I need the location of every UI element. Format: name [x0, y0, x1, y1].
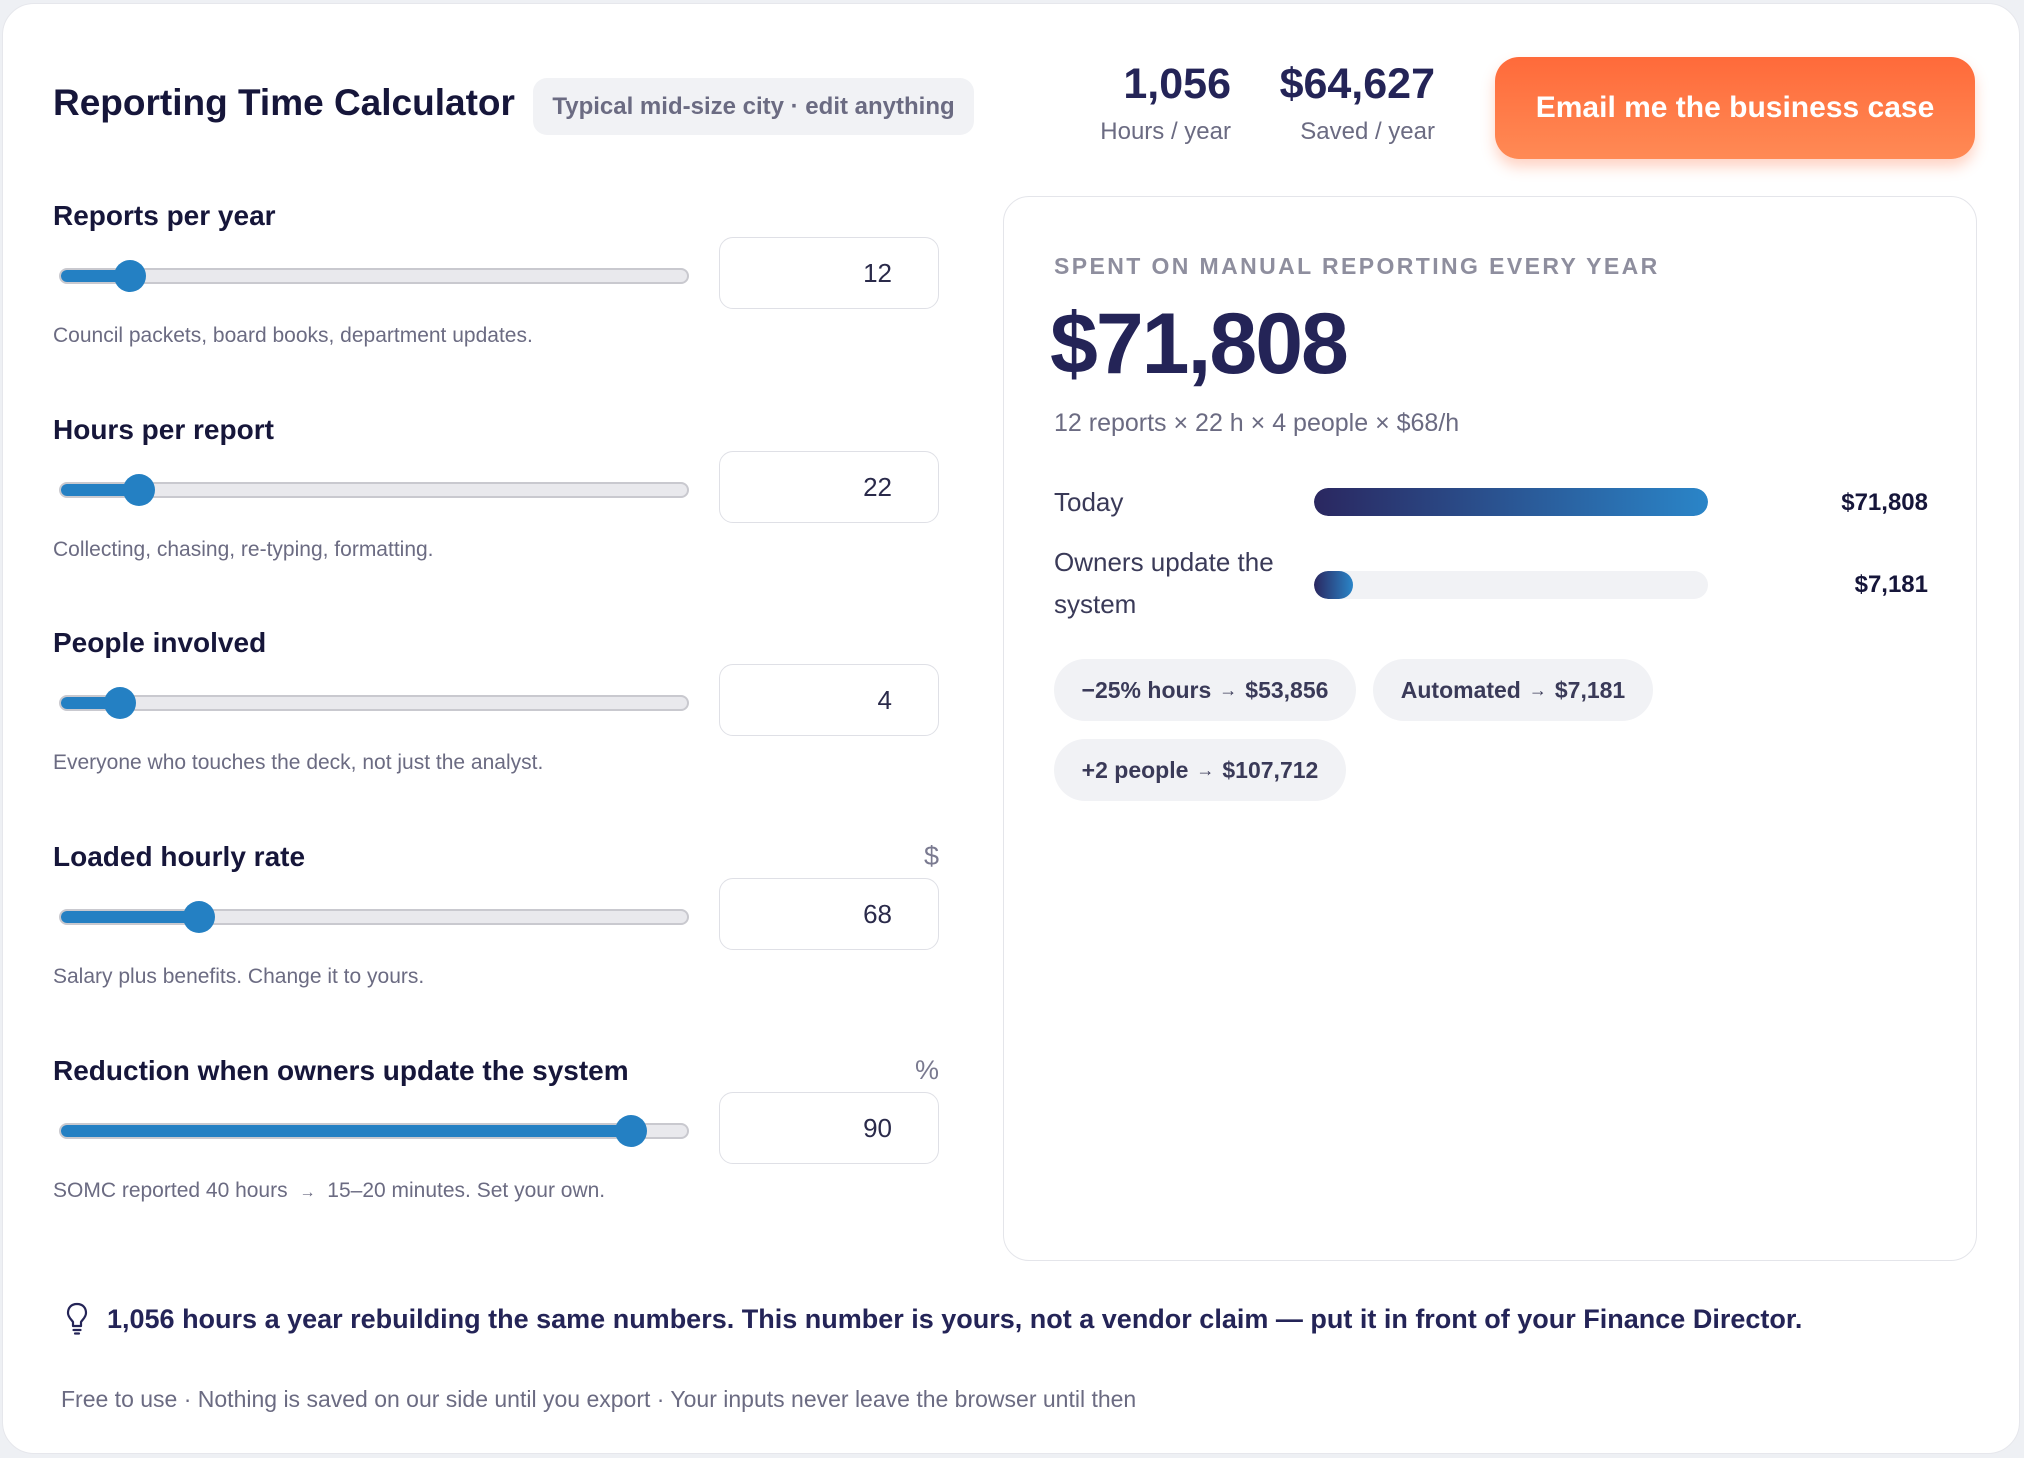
arrow-right-icon: → — [1219, 679, 1238, 700]
bar-label-owners-update: Owners update the system — [1054, 547, 1274, 619]
loaded-hourly-rate-input[interactable] — [719, 878, 939, 950]
field-help: Council packets, board books, department… — [53, 324, 533, 347]
hours-per-report-input[interactable] — [719, 451, 939, 523]
bar-value-owners-update: $7,181 — [1854, 571, 1928, 598]
insight-callout: 1,056 hours a year rebuilding the same n… — [65, 1302, 1802, 1336]
field-help: Collecting, chasing, re-typing, formatti… — [53, 538, 434, 561]
saved-per-year-label: Saved / year — [1300, 118, 1435, 145]
field-label: People involved — [53, 627, 267, 658]
privacy-footnote: Free to use · Nothing is saved on our si… — [61, 1386, 1137, 1412]
help-after: 15–20 minutes. Set your own. — [327, 1179, 606, 1202]
slider-thumb[interactable] — [614, 1115, 647, 1147]
slider-fill — [61, 911, 199, 923]
bar-value-today: $71,808 — [1841, 489, 1928, 516]
bar-owners-update — [1314, 571, 1708, 599]
scenario-more-people-pill[interactable]: +2 people → $107,712 — [1054, 739, 1346, 801]
slider-thumb[interactable] — [104, 687, 137, 719]
pill-label: +2 people — [1081, 756, 1189, 783]
hours-per-report-slider[interactable] — [59, 474, 689, 506]
percent-unit: % — [914, 1055, 939, 1085]
reduction-field: Reduction when owners update the system … — [53, 1055, 939, 1255]
hours-per-year-label: Hours / year — [1100, 118, 1231, 145]
bar-today — [1314, 488, 1708, 516]
pill-value: $53,856 — [1245, 676, 1329, 703]
arrow-right-icon: → — [1528, 679, 1547, 700]
email-business-case-button[interactable]: Email me the business case — [1495, 57, 1975, 159]
reduction-slider[interactable] — [59, 1115, 689, 1147]
calculator-card: Reporting Time Calculator Typical mid-si… — [2, 3, 2020, 1454]
result-panel: SPENT ON MANUAL REPORTING EVERY YEAR $71… — [1003, 196, 1977, 1261]
insight-text: 1,056 hours a year rebuilding the same n… — [107, 1303, 1803, 1334]
help-before: SOMC reported 40 hours — [53, 1179, 288, 1202]
reports-per-year-input[interactable] — [719, 237, 939, 309]
field-label: Loaded hourly rate — [53, 841, 306, 872]
scenario-automated-pill[interactable]: Automated → $7,181 — [1373, 659, 1653, 721]
arrow-right-icon: → — [1196, 759, 1215, 780]
pill-value: $107,712 — [1222, 756, 1319, 783]
bar-fill — [1314, 571, 1354, 599]
annual-cost-total: $71,808 — [1050, 296, 1349, 392]
people-involved-field: People involved Everyone who touches the… — [53, 627, 939, 827]
people-involved-slider[interactable] — [59, 687, 689, 719]
loaded-hourly-rate-field: Loaded hourly rate $ Salary plus benefit… — [53, 841, 939, 1041]
result-eyebrow: SPENT ON MANUAL REPORTING EVERY YEAR — [1054, 253, 1660, 279]
people-involved-input[interactable] — [719, 664, 939, 736]
field-label: Reduction when owners update the system — [53, 1055, 629, 1086]
scenario-fewer-hours-pill[interactable]: −25% hours → $53,856 — [1054, 659, 1356, 721]
pill-label: Automated — [1400, 676, 1521, 703]
pill-label: −25% hours — [1081, 676, 1212, 703]
field-label: Reports per year — [53, 200, 276, 231]
slider-fill — [61, 270, 130, 282]
saved-per-year-value: $64,627 — [1279, 60, 1435, 108]
hours-per-year-value: 1,056 — [1123, 60, 1231, 108]
field-help: Everyone who touches the deck, not just … — [53, 751, 544, 774]
slider-thumb[interactable] — [182, 901, 215, 933]
arrow-right-icon: → — [299, 1184, 316, 1201]
saved-per-year-stat: $64,627 Saved / year — [1280, 58, 1435, 146]
page-title: Reporting Time Calculator — [53, 82, 515, 123]
bar-label-today: Today — [1054, 487, 1124, 517]
field-help: SOMC reported 40 hours → 15–20 minutes. … — [53, 1179, 605, 1203]
slider-fill — [61, 1125, 631, 1137]
pill-value: $7,181 — [1554, 676, 1626, 703]
slider-fill — [61, 484, 140, 496]
hours-per-year-stat: 1,056 Hours / year — [1100, 58, 1231, 146]
dollar-unit: $ — [923, 841, 939, 871]
slider-thumb[interactable] — [123, 474, 156, 506]
lightbulb-icon — [66, 1302, 88, 1335]
preset-hint-chip[interactable]: Typical mid-size city · edit anything — [533, 78, 974, 135]
loaded-hourly-rate-slider[interactable] — [59, 901, 689, 933]
cost-formula: 12 reports × 22 h × 4 people × $68/h — [1054, 409, 1460, 437]
hours-per-report-field: Hours per report Collecting, chasing, re… — [53, 414, 939, 614]
field-help: Salary plus benefits. Change it to yours… — [53, 965, 425, 988]
field-label: Hours per report — [53, 414, 274, 445]
reports-per-year-field: Reports per year Council packets, board … — [53, 200, 939, 400]
reduction-input[interactable] — [719, 1092, 939, 1164]
slider-thumb[interactable] — [113, 260, 146, 292]
bar-fill — [1314, 488, 1708, 516]
reports-per-year-slider[interactable] — [59, 260, 689, 292]
